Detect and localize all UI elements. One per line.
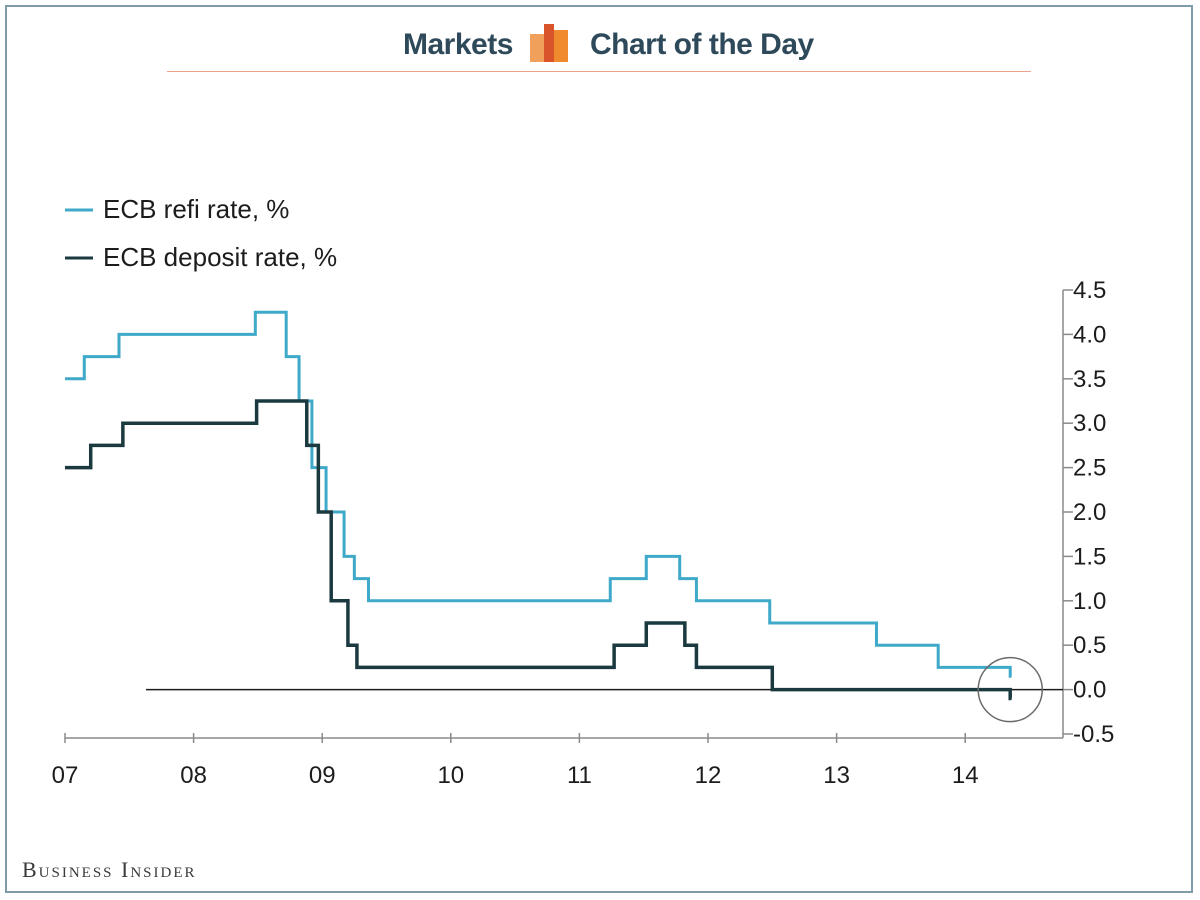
y-tick-label: 4.0 xyxy=(1073,321,1106,348)
legend-label: ECB refi rate, % xyxy=(103,194,289,224)
y-tick-label: 0.5 xyxy=(1073,632,1106,659)
y-tick-label: 3.5 xyxy=(1073,366,1106,393)
x-tick-label: 12 xyxy=(695,762,722,789)
x-tick-label: 09 xyxy=(309,762,336,789)
highlight-circle xyxy=(977,656,1043,723)
legend-label: ECB deposit rate, % xyxy=(103,242,337,272)
x-tick-label: 07 xyxy=(52,762,79,789)
y-tick-label: 0.0 xyxy=(1073,677,1106,704)
x-tick-label: 08 xyxy=(180,762,207,789)
series-line-deposit-rate xyxy=(65,399,1012,701)
brand-wordmark: Business Insider xyxy=(22,857,197,883)
x-tick-label: 10 xyxy=(437,762,464,789)
y-tick-label: 3.0 xyxy=(1073,410,1106,437)
y-tick-label: -0.5 xyxy=(1073,721,1114,748)
chart-header: Markets Chart of the Day xyxy=(0,22,1200,66)
y-tick-label: 4.5 xyxy=(1073,277,1106,304)
brand-text: Business Insider xyxy=(22,857,197,882)
x-tick-label: 13 xyxy=(823,762,850,789)
bar-chart-logo-icon xyxy=(530,24,568,62)
y-tick-label: 2.0 xyxy=(1073,499,1106,526)
y-tick-label: 1.0 xyxy=(1073,588,1106,615)
chart-frame xyxy=(5,5,1193,893)
y-tick-label: 2.5 xyxy=(1073,455,1106,482)
x-tick-label: 14 xyxy=(952,762,979,789)
y-tick-label: 1.5 xyxy=(1073,543,1106,570)
header-markets-label: Markets xyxy=(403,28,513,61)
series-line-refi-rate xyxy=(65,310,1012,678)
header-chart-of-the-day-label: Chart of the Day xyxy=(590,28,814,61)
x-tick-label: 11 xyxy=(567,762,592,789)
header-rule xyxy=(167,71,1031,72)
